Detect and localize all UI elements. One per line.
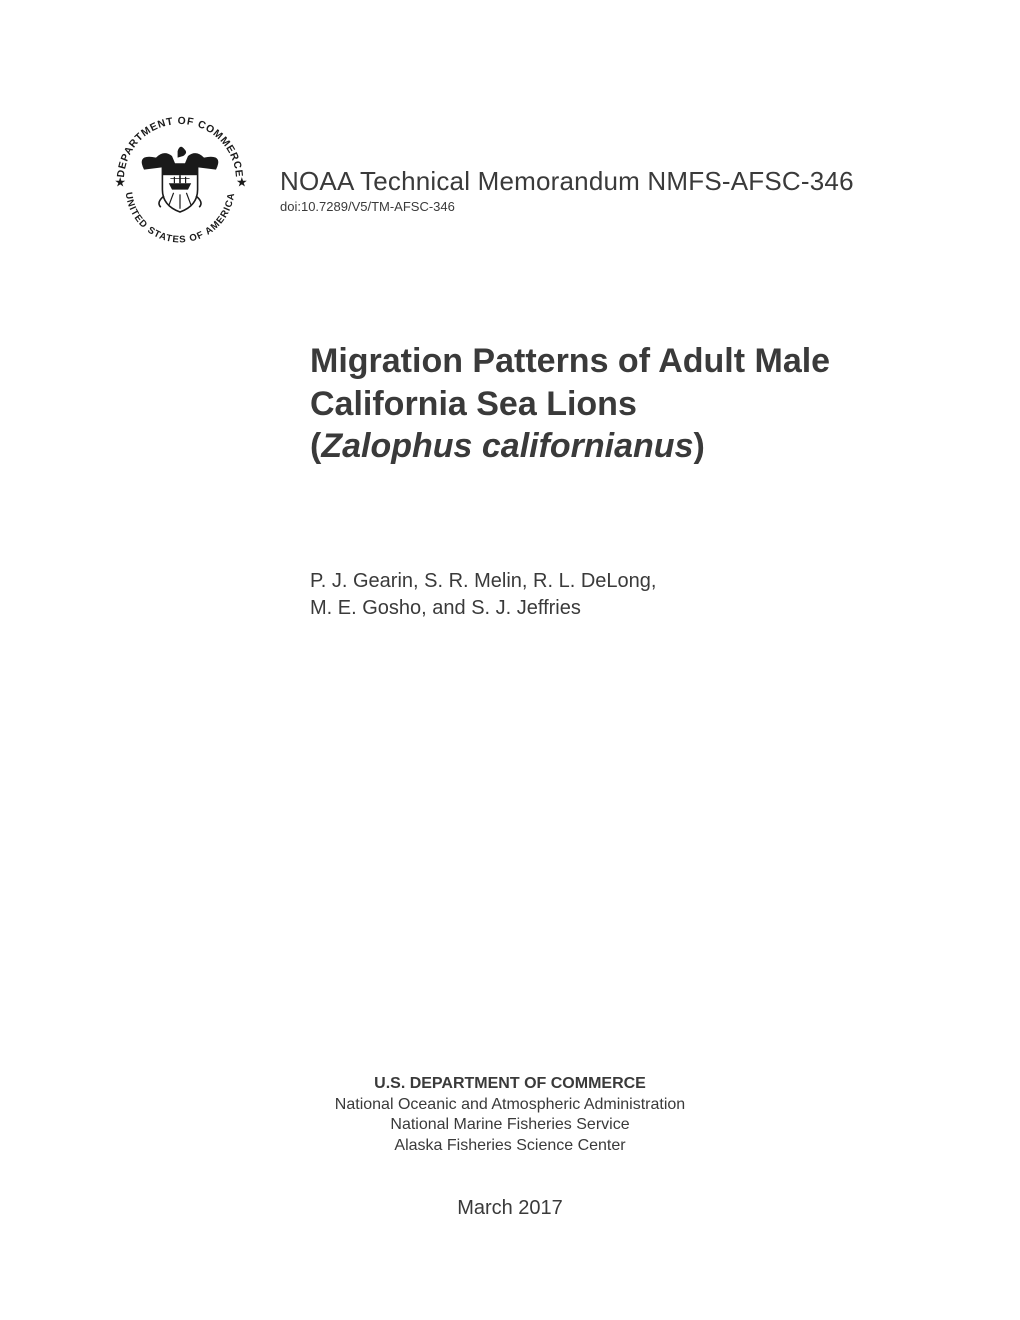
footer-block: U.S. DEPARTMENT OF COMMERCE National Oce… <box>0 1075 1020 1220</box>
department-line: U.S. DEPARTMENT OF COMMERCE <box>0 1075 1020 1093</box>
authors-line-2: M. E. Gosho, and S. J. Jeffries <box>310 595 940 622</box>
publication-date: March 2017 <box>0 1197 1020 1220</box>
agency-line-3: Alaska Fisheries Science Center <box>0 1136 1020 1157</box>
memo-series-title: NOAA Technical Memorandum NMFS-AFSC-346 <box>280 166 854 197</box>
svg-text:★: ★ <box>114 174 125 189</box>
paper-title: Migration Patterns of Adult Male Califor… <box>310 340 940 468</box>
svg-text:★: ★ <box>236 174 247 189</box>
agency-line-2: National Marine Fisheries Service <box>0 1115 1020 1136</box>
title-line-3-italic: Zalophus californianus <box>321 427 693 465</box>
title-line-1: Migration Patterns of Adult Male <box>310 342 830 380</box>
authors-block: P. J. Gearin, S. R. Melin, R. L. DeLong,… <box>310 568 940 622</box>
title-line-2: California Sea Lions <box>310 385 637 423</box>
header-row: DEPARTMENT OF COMMERCE ★ ★ UNITED STATES… <box>100 100 940 260</box>
title-line-3-open: ( <box>310 427 321 465</box>
title-line-3-close: ) <box>694 427 705 465</box>
document-page: DEPARTMENT OF COMMERCE ★ ★ UNITED STATES… <box>0 0 1020 1320</box>
paper-title-block: Migration Patterns of Adult Male Califor… <box>310 340 940 468</box>
authors-line-1: P. J. Gearin, S. R. Melin, R. L. DeLong, <box>310 568 940 595</box>
agency-line-1: National Oceanic and Atmospheric Adminis… <box>0 1095 1020 1116</box>
commerce-seal-icon: DEPARTMENT OF COMMERCE ★ ★ UNITED STATES… <box>100 100 260 260</box>
doi-text: doi:10.7289/V5/TM-AFSC-346 <box>280 199 854 214</box>
header-text-block: NOAA Technical Memorandum NMFS-AFSC-346 … <box>280 146 854 214</box>
